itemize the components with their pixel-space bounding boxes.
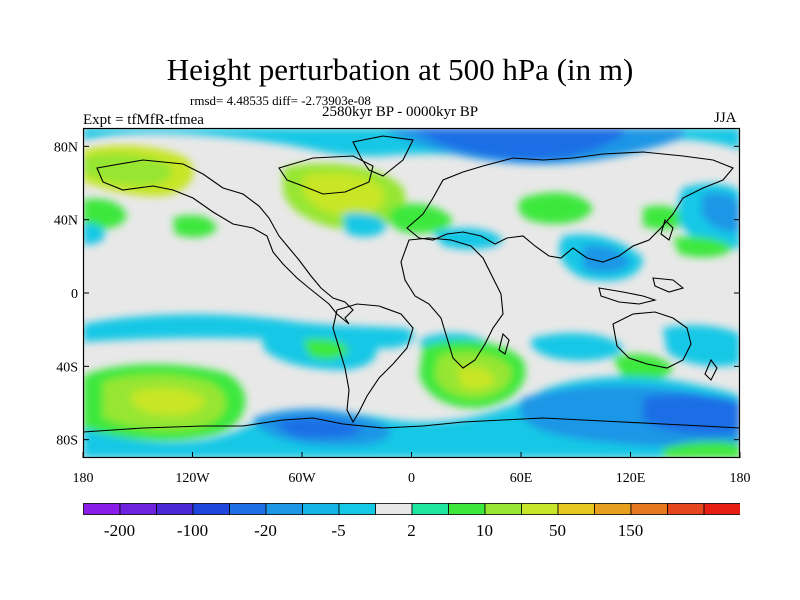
colorbar-box — [704, 504, 740, 515]
colorbar-label: -100 — [177, 521, 208, 540]
colorbar-labels: -200 -100 -20 -5 2 10 50 150 — [104, 521, 643, 540]
lon-tick-label: 60W — [288, 471, 316, 486]
experiment-label: Expt = tfMfR-tfmea — [83, 112, 204, 129]
colorbar-label: 50 — [549, 521, 566, 540]
lon-tick-label: 180 — [73, 471, 94, 486]
lon-tick-label: 120E — [616, 471, 646, 486]
period-label: 2580kyr BP - 0000kyr BP — [322, 104, 478, 121]
colorbar-box — [376, 504, 413, 515]
lon-tick-label: 60E — [510, 471, 533, 486]
colorbar-box — [522, 504, 559, 515]
colorbar-box — [668, 504, 705, 515]
map-title: Height perturbation at 500 hPa (in m) — [0, 52, 800, 88]
season-label: JJA — [714, 110, 737, 127]
colorbar-label: 150 — [618, 521, 644, 540]
colorbar-box — [230, 504, 267, 515]
colorbar: -200 -100 -20 -5 2 10 50 150 — [83, 503, 740, 543]
colorbar-label: -5 — [331, 521, 345, 540]
lon-tick-label: 0 — [408, 471, 415, 486]
colorbar-label: 10 — [476, 521, 493, 540]
colorbar-box — [266, 504, 303, 515]
colorbar-box — [595, 504, 632, 515]
lat-tick-label: 80N — [54, 140, 78, 155]
colorbar-box — [449, 504, 486, 515]
lon-tick-label: 120W — [175, 471, 210, 486]
colorbar-label: 2 — [407, 521, 416, 540]
colorbar-box — [193, 504, 230, 515]
lon-tick-label: 180 — [730, 471, 751, 486]
colorbar-box — [120, 504, 157, 515]
colorbar-label: -20 — [254, 521, 277, 540]
colorbar-box — [157, 504, 194, 515]
colorbar-box — [485, 504, 522, 515]
colorbar-box — [339, 504, 376, 515]
lat-tick-label: 40S — [56, 360, 78, 375]
colorbar-box — [303, 504, 340, 515]
colorbar-box — [84, 504, 121, 515]
colorbar-box — [558, 504, 595, 515]
lat-tick-label: 80S — [56, 434, 78, 449]
colorbar-box — [412, 504, 449, 515]
colorbar-box — [631, 504, 668, 515]
colorbar-boxes — [84, 504, 741, 515]
lat-tick-label: 0 — [71, 287, 78, 302]
colorbar-label: -200 — [104, 521, 135, 540]
lat-tick-label: 40N — [54, 214, 78, 229]
